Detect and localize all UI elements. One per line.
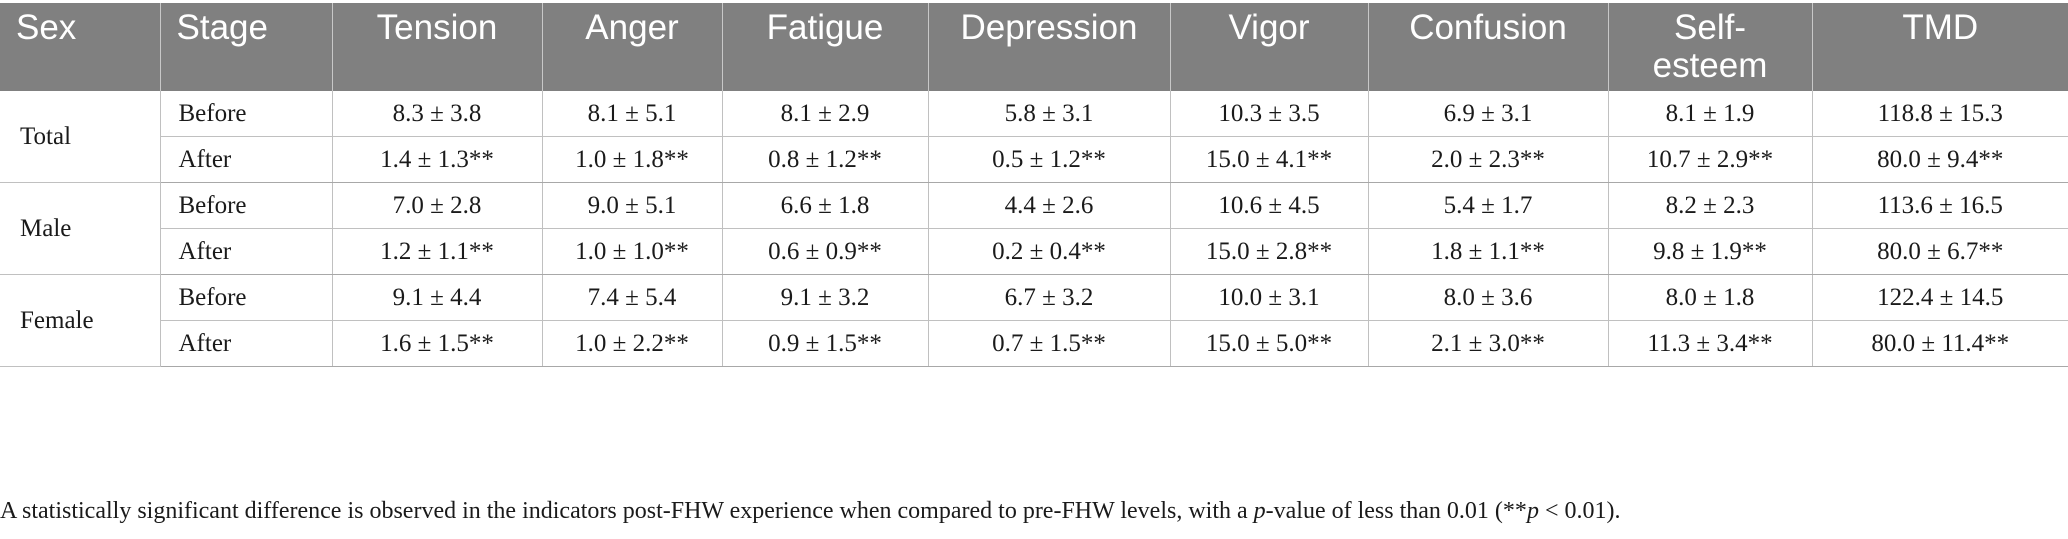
value-cell: 1.0 ± 1.8** (541, 136, 723, 183)
value-cell: 11.3 ± 3.4** (1607, 320, 1813, 367)
value-cell: 113.6 ± 16.5 (1811, 182, 2068, 229)
value-cell: 5.8 ± 3.1 (927, 91, 1171, 137)
footnote-text-1: A statistically significant difference i… (0, 498, 1254, 524)
sex-cell: Female (0, 274, 161, 367)
value-cell: 2.1 ± 3.0** (1367, 320, 1609, 367)
stage-cell: After (159, 136, 333, 183)
value-cell: 9.1 ± 4.4 (331, 274, 543, 321)
value-cell: 122.4 ± 14.5 (1811, 274, 2068, 321)
value-cell: 1.2 ± 1.1** (331, 228, 543, 275)
table-footnote: A statistically significant difference i… (0, 498, 2068, 525)
column-header: Tension (332, 3, 543, 91)
value-cell: 9.8 ± 1.9** (1607, 228, 1813, 275)
table-row: Total Before 8.3 ± 3.8 8.1 ± 5.1 8.1 ± 2.9 5.… (0, 91, 2068, 183)
value-cell: 10.7 ± 2.9** (1607, 136, 1813, 183)
value-cell: 15.0 ± 5.0** (1169, 320, 1369, 367)
value-cell: 0.2 ± 0.4** (927, 228, 1171, 275)
stage-cell: Before (159, 182, 333, 229)
table-row: After 1.2 ± 1.1** 1.0 ± 1.0** 0.6 ± 0.9** 0.… (0, 228, 2068, 275)
value-cell: 6.7 ± 3.2 (927, 274, 1171, 321)
value-cell: 15.0 ± 4.1** (1169, 136, 1369, 183)
value-cell: 1.4 ± 1.3** (331, 136, 543, 183)
table-row: After 1.4 ± 1.3** 1.0 ± 1.8** 0.8 ± 1.2** 0.… (0, 136, 2068, 183)
value-cell: 5.4 ± 1.7 (1367, 182, 1609, 229)
value-cell: 1.8 ± 1.1** (1367, 228, 1609, 275)
value-cell: 8.3 ± 3.8 (331, 91, 543, 137)
value-cell: 8.2 ± 2.3 (1607, 182, 1813, 229)
value-cell: 6.9 ± 3.1 (1367, 91, 1609, 137)
value-cell: 1.6 ± 1.5** (331, 320, 543, 367)
stage-cell: Before (159, 274, 333, 321)
value-cell: 1.0 ± 2.2** (541, 320, 723, 367)
value-cell: 80.0 ± 11.4** (1811, 320, 2068, 367)
value-cell: 80.0 ± 9.4** (1811, 136, 2068, 183)
value-cell: 1.0 ± 1.0** (541, 228, 723, 275)
value-cell: 80.0 ± 6.7** (1811, 228, 2068, 275)
column-header: TMD (1812, 3, 2068, 91)
sex-cell: Total (0, 91, 161, 183)
value-cell: 10.6 ± 4.5 (1169, 182, 1369, 229)
stage-cell: Before (159, 91, 333, 137)
value-cell: 9.1 ± 3.2 (721, 274, 929, 321)
value-cell: 4.4 ± 2.6 (927, 182, 1171, 229)
footnote-text-2: -value of less than 0.01 (** (1265, 498, 1527, 524)
table-row: After 1.6 ± 1.5** 1.0 ± 2.2** 0.9 ± 1.5** 0.… (0, 320, 2068, 367)
value-cell: 10.0 ± 3.1 (1169, 274, 1369, 321)
value-cell: 10.3 ± 3.5 (1169, 91, 1369, 137)
value-cell: 0.8 ± 1.2** (721, 136, 929, 183)
value-cell: 9.0 ± 5.1 (541, 182, 723, 229)
header-row: Sex Stage Tension Anger Fatigue Depression Vig… (0, 3, 2068, 91)
column-header: Depression (928, 3, 1171, 91)
value-cell: 6.6 ± 1.8 (721, 182, 929, 229)
footnote-text-3: < 0.01). (1538, 498, 1621, 524)
table-body: Total Before 8.3 ± 3.8 8.1 ± 5.1 8.1 ± 2.9 5.… (0, 91, 2068, 367)
table-row: Female Before 9.1 ± 4.4 7.4 ± 5.4 9.1 ± 3.2 6… (0, 274, 2068, 367)
column-header: Fatigue (722, 3, 929, 91)
column-header: Stage (160, 3, 333, 91)
footnote-p-symbol-2: p (1526, 498, 1539, 524)
value-cell: 8.1 ± 2.9 (721, 91, 929, 137)
stage-cell: After (159, 320, 333, 367)
column-header: Confusion (1368, 3, 1609, 91)
value-cell: 8.1 ± 1.9 (1607, 91, 1813, 137)
value-cell: 7.0 ± 2.8 (331, 182, 543, 229)
column-header: Anger (542, 3, 723, 91)
sex-cell: Male (0, 182, 161, 275)
column-header: Sex (0, 3, 161, 91)
value-cell: 8.0 ± 3.6 (1367, 274, 1609, 321)
value-cell: 118.8 ± 15.3 (1811, 91, 2068, 137)
value-cell: 15.0 ± 2.8** (1169, 228, 1369, 275)
results-table: Sex Stage Tension Anger Fatigue Depression Vig… (0, 3, 2068, 367)
value-cell: 0.6 ± 0.9** (721, 228, 929, 275)
table-row: Male Before 7.0 ± 2.8 9.0 ± 5.1 6.6 ± 1.8 4.4… (0, 182, 2068, 275)
value-cell: 8.1 ± 5.1 (541, 91, 723, 137)
value-cell: 0.7 ± 1.5** (927, 320, 1171, 367)
value-cell: 7.4 ± 5.4 (541, 274, 723, 321)
value-cell: 2.0 ± 2.3** (1367, 136, 1609, 183)
value-cell: 8.0 ± 1.8 (1607, 274, 1813, 321)
column-header: Self-esteem (1608, 3, 1813, 91)
footnote-p-symbol-1: p (1253, 498, 1266, 524)
value-cell: 0.5 ± 1.2** (927, 136, 1171, 183)
value-cell: 0.9 ± 1.5** (721, 320, 929, 367)
stage-cell: After (159, 228, 333, 275)
column-header: Vigor (1170, 3, 1369, 91)
